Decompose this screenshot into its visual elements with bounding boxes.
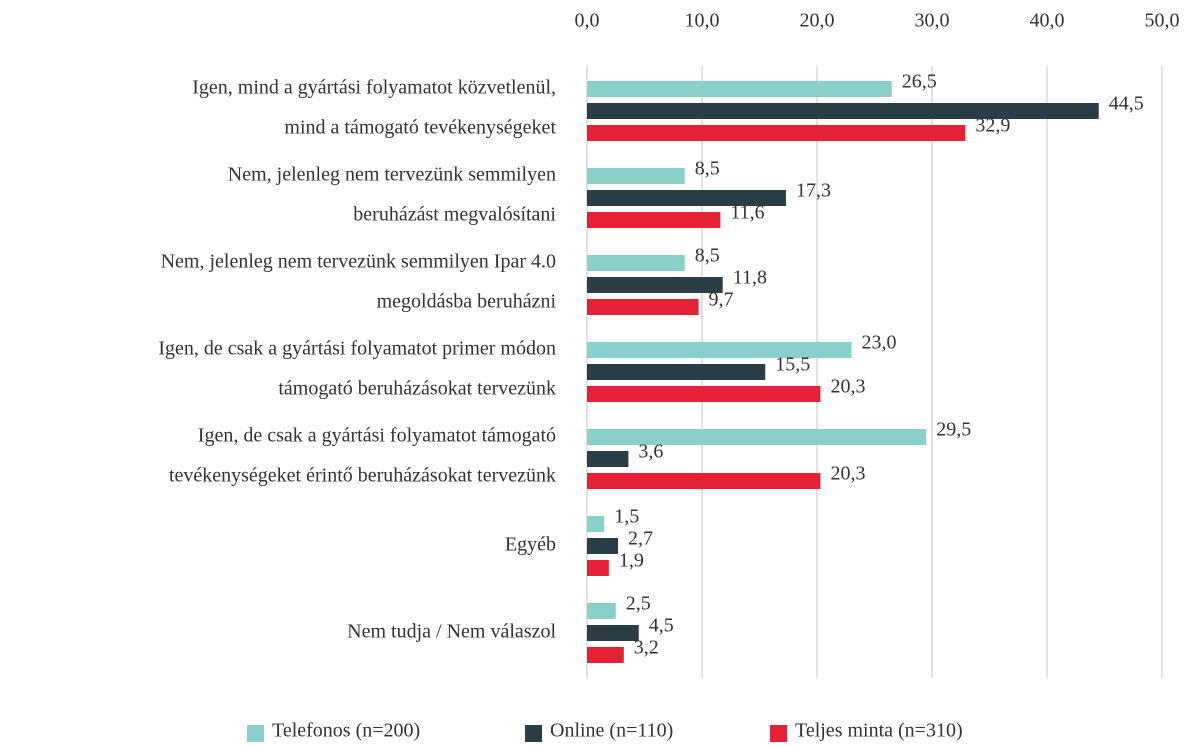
value-label: 44,5 <box>1109 93 1144 115</box>
bar <box>587 212 721 228</box>
bar <box>587 560 609 576</box>
x-tick-label: 40,0 <box>1030 10 1065 32</box>
category-label: Igen, mind a gyártási folyamatot közvetl… <box>192 77 556 99</box>
value-label: 3,6 <box>638 441 663 463</box>
legend-label: Online (n=110) <box>550 720 673 742</box>
value-label: 26,5 <box>902 71 937 93</box>
x-tick-label: 0,0 <box>575 10 600 32</box>
bar <box>587 277 723 293</box>
category-label: Nem tudja / Nem válaszol <box>347 621 556 643</box>
value-label: 2,5 <box>626 593 651 615</box>
category-label: támogató beruházásokat tervezünk <box>278 378 556 400</box>
bar <box>587 451 629 467</box>
bar <box>587 299 699 315</box>
category-label: Nem, jelenleg nem tervezünk semmilyen <box>228 164 556 186</box>
bar <box>587 516 605 532</box>
bar <box>587 168 685 184</box>
bar <box>587 647 624 663</box>
value-label: 9,7 <box>709 289 734 311</box>
value-label: 3,2 <box>634 637 659 659</box>
legend-label: Teljes minta (n=310) <box>795 720 963 742</box>
bar <box>587 625 639 641</box>
x-tick-label: 50,0 <box>1145 10 1180 32</box>
value-label: 8,5 <box>695 245 720 267</box>
value-label: 20,3 <box>830 376 865 398</box>
bar <box>587 473 821 489</box>
legend-swatch <box>247 725 264 742</box>
bar <box>587 538 619 554</box>
bar <box>587 103 1099 119</box>
bar <box>587 81 892 97</box>
bar <box>587 429 927 445</box>
bar <box>587 364 766 380</box>
category-label: Egyéb <box>505 534 556 556</box>
legend-swatch <box>525 725 542 742</box>
legend-label: Telefonos (n=200) <box>272 720 420 742</box>
value-label: 11,8 <box>733 267 767 289</box>
category-label: tevékenységeket érintő beruházásokat ter… <box>169 465 556 487</box>
bar <box>587 603 616 619</box>
value-label: 23,0 <box>862 332 897 354</box>
value-label: 32,9 <box>975 115 1010 137</box>
category-label: megoldásba beruházni <box>377 291 557 313</box>
category-label: mind a támogató tevékenységeket <box>284 117 556 139</box>
value-label: 1,5 <box>614 506 639 528</box>
value-label: 2,7 <box>628 528 653 550</box>
value-label: 1,9 <box>619 550 644 572</box>
value-label: 29,5 <box>936 419 971 441</box>
legend-swatch <box>770 725 787 742</box>
bar <box>587 255 685 271</box>
value-label: 15,5 <box>775 354 810 376</box>
x-tick-label: 20,0 <box>800 10 835 32</box>
category-label: beruházást megvalósítani <box>353 204 556 226</box>
x-tick-label: 30,0 <box>915 10 950 32</box>
value-label: 11,6 <box>730 202 764 224</box>
category-label: Igen, de csak a gyártási folyamatot támo… <box>198 425 556 447</box>
value-label: 20,3 <box>830 463 865 485</box>
bar <box>587 386 821 402</box>
x-tick-label: 10,0 <box>685 10 720 32</box>
bar <box>587 125 966 141</box>
bar <box>587 190 786 206</box>
bar <box>587 342 852 358</box>
value-label: 8,5 <box>695 158 720 180</box>
value-label: 17,3 <box>796 180 831 202</box>
category-label: Nem, jelenleg nem tervezünk semmilyen Ip… <box>161 251 556 273</box>
category-label: Igen, de csak a gyártási folyamatot prim… <box>158 338 556 360</box>
value-label: 4,5 <box>649 615 674 637</box>
